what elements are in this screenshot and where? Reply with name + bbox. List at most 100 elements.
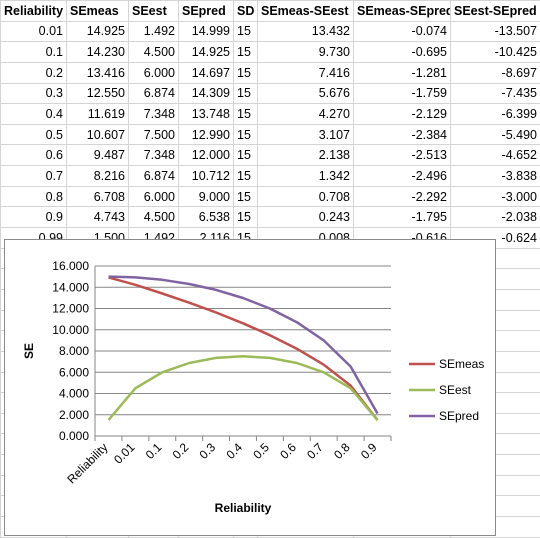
table-cell[interactable]: -1.759 — [353, 82, 451, 105]
table-cell[interactable]: 5.676 — [257, 82, 354, 105]
table-cell[interactable]: -3.000 — [450, 185, 540, 208]
header-cell[interactable]: SEmeas — [66, 0, 129, 22]
table-cell[interactable]: 0.243 — [257, 206, 354, 229]
table-row: 0.1 14.230 4.500 14.925 15 9.730 -0.695 -10.425 — [0, 41, 540, 63]
table-cell[interactable]: 14.309 — [178, 82, 234, 105]
table-cell[interactable]: 9.487 — [66, 144, 129, 167]
table-cell[interactable]: 13.432 — [257, 20, 354, 43]
table-cell[interactable]: 9.000 — [178, 185, 234, 208]
table-cell[interactable]: 14.925 — [66, 20, 129, 43]
table-cell[interactable]: -5.490 — [450, 123, 540, 146]
table-cell[interactable]: 4.500 — [128, 41, 179, 63]
table-row: 0.7 8.216 6.874 10.712 15 1.342 -2.496 -3.838 — [0, 165, 540, 187]
table-cell[interactable]: -1.795 — [353, 206, 451, 229]
table-cell[interactable]: -7.435 — [450, 82, 540, 105]
table-cell[interactable]: 14.999 — [178, 20, 234, 43]
table-cell[interactable]: -0.074 — [353, 20, 451, 43]
table-cell[interactable]: 15 — [233, 165, 258, 187]
table-row: 0.6 9.487 7.348 12.000 15 2.138 -2.513 -4.652 — [0, 144, 540, 167]
table-cell[interactable]: 14.925 — [178, 41, 234, 63]
table-cell[interactable]: 15 — [233, 185, 258, 208]
table-cell[interactable]: 1.342 — [257, 165, 354, 187]
table-cell[interactable]: 13.416 — [66, 61, 129, 84]
table-cell[interactable]: -4.652 — [450, 144, 540, 167]
table-cell[interactable]: 6.538 — [178, 206, 234, 229]
table-cell[interactable]: 15 — [233, 144, 258, 167]
table-cell[interactable]: 8.216 — [66, 165, 129, 187]
table-cell[interactable]: 12.550 — [66, 82, 129, 105]
table-cell[interactable]: 7.348 — [128, 144, 179, 167]
x-tick-label: 0.8 — [331, 440, 353, 462]
table-cell[interactable]: -6.399 — [450, 103, 540, 125]
table-cell[interactable]: -13.507 — [450, 20, 540, 43]
table-cell[interactable]: 0.5 — [0, 123, 67, 146]
y-tick-label: 8.000 — [59, 344, 89, 358]
header-cell[interactable]: SEmeas-SEpred — [353, 0, 451, 22]
table-cell[interactable]: 3.107 — [257, 123, 354, 146]
table-cell[interactable]: 14.230 — [66, 41, 129, 63]
chart-area[interactable]: 0.000 2.000 4.000 6.000 8.000 10.000 12.000 14.… — [4, 239, 496, 536]
table-cell[interactable]: -2.384 — [353, 123, 451, 146]
header-cell[interactable]: SEest-SEpred — [450, 0, 540, 22]
table-cell[interactable]: 12.990 — [178, 123, 234, 146]
table-cell[interactable]: 15 — [233, 82, 258, 105]
table-cell[interactable]: 0.8 — [0, 185, 67, 208]
table-cell[interactable]: 6.000 — [128, 185, 179, 208]
table-cell[interactable]: 7.416 — [257, 61, 354, 84]
table-cell[interactable]: 15 — [233, 41, 258, 63]
header-cell[interactable]: SEpred — [178, 0, 234, 22]
table-cell[interactable]: -0.695 — [353, 41, 451, 63]
header-cell[interactable]: SD — [233, 0, 258, 22]
table-cell[interactable]: 6.874 — [128, 165, 179, 187]
table-cell[interactable]: 6.708 — [66, 185, 129, 208]
table-cell[interactable]: 7.348 — [128, 103, 179, 125]
table-cell[interactable]: -3.838 — [450, 165, 540, 187]
table-cell[interactable]: 0.4 — [0, 103, 67, 125]
table-cell[interactable]: 2.138 — [257, 144, 354, 167]
table-cell[interactable]: 4.270 — [257, 103, 354, 125]
table-cell[interactable]: 0.01 — [0, 20, 67, 43]
table-cell[interactable]: 12.000 — [178, 144, 234, 167]
table-cell[interactable]: 10.712 — [178, 165, 234, 187]
table-cell[interactable]: -2.496 — [353, 165, 451, 187]
x-tick-label: 0.2 — [170, 440, 192, 462]
table-cell[interactable]: 6.874 — [128, 82, 179, 105]
table-cell[interactable]: 1.492 — [128, 20, 179, 43]
table-cell[interactable]: -2.038 — [450, 206, 540, 229]
table-cell[interactable]: 7.500 — [128, 123, 179, 146]
table-cell[interactable]: 4.743 — [66, 206, 129, 229]
table-cell[interactable]: 0.6 — [0, 144, 67, 167]
table-cell[interactable]: 0.1 — [0, 41, 67, 63]
table-cell[interactable]: 0.2 — [0, 61, 67, 84]
table-row: 0.3 12.550 6.874 14.309 15 5.676 -1.759 -7.435 — [0, 82, 540, 105]
table-cell[interactable]: 13.748 — [178, 103, 234, 125]
table-cell[interactable]: -2.292 — [353, 185, 451, 208]
table-cell[interactable]: -10.425 — [450, 41, 540, 63]
table-cell[interactable]: 6.000 — [128, 61, 179, 84]
table-cell[interactable]: 15 — [233, 20, 258, 43]
header-cell[interactable]: SEmeas-SEest — [257, 0, 354, 22]
table-cell[interactable]: 0.3 — [0, 82, 67, 105]
table-cell[interactable]: -1.281 — [353, 61, 451, 84]
table-cell[interactable]: -8.697 — [450, 61, 540, 84]
table-cell[interactable]: 10.607 — [66, 123, 129, 146]
table-cell[interactable]: 4.500 — [128, 206, 179, 229]
table-cell[interactable]: -2.129 — [353, 103, 451, 125]
header-cell[interactable]: Reliability — [0, 0, 67, 22]
line-chart: 0.000 2.000 4.000 6.000 8.000 10.000 12.000 14.… — [22, 259, 484, 515]
table-cell[interactable]: 9.730 — [257, 41, 354, 63]
header-cell[interactable]: SEest — [128, 0, 179, 22]
table-cell[interactable]: 15 — [233, 206, 258, 229]
table-cell[interactable]: 0.7 — [0, 165, 67, 187]
table-cell[interactable]: 11.619 — [66, 103, 129, 125]
table-cell[interactable]: -2.513 — [353, 144, 451, 167]
table-row: 0.9 4.743 4.500 6.538 15 0.243 -1.795 -2.038 — [0, 206, 540, 229]
table-row: 0.5 10.607 7.500 12.990 15 3.107 -2.384 -5.490 — [0, 123, 540, 146]
table-cell[interactable]: 15 — [233, 103, 258, 125]
table-row: 0.01 14.925 1.492 14.999 15 13.432 -0.074 -13.5… — [0, 20, 540, 43]
table-cell[interactable]: 15 — [233, 123, 258, 146]
table-cell[interactable]: 0.708 — [257, 185, 354, 208]
table-cell[interactable]: 0.9 — [0, 206, 67, 229]
table-cell[interactable]: 14.697 — [178, 61, 234, 84]
table-cell[interactable]: 15 — [233, 61, 258, 84]
